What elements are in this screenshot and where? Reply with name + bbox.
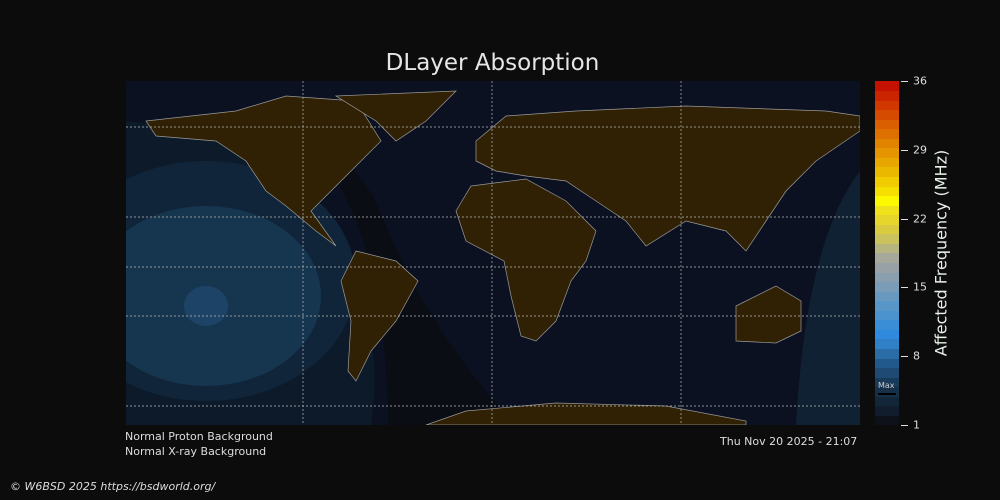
colorbar-segment (875, 396, 899, 407)
colorbar-tick (901, 218, 908, 220)
world-map (126, 81, 860, 425)
colorbar-segment (875, 310, 899, 321)
colorbar-segment (875, 109, 899, 120)
chart-title: DLayer Absorption (385, 50, 600, 76)
colorbar-segment (875, 100, 899, 111)
colorbar-segment (875, 281, 899, 292)
colorbar-label: Affected Frequency (MHz) (931, 149, 951, 357)
colorbar-segment (875, 157, 899, 168)
colorbar-segment (875, 319, 899, 330)
colorbar-segment (875, 186, 899, 197)
colorbar-segment (875, 339, 899, 350)
colorbar-segment (875, 205, 899, 216)
colorbar-tick (901, 81, 908, 82)
timestamp: Thu Nov 20 2025 - 21:07 (720, 435, 858, 448)
colorbar-tick-label: 29 (913, 143, 927, 157)
colorbar-tick (901, 425, 908, 426)
north-america (145, 95, 382, 247)
colorbar-segment (875, 367, 899, 378)
colorbar-segment (875, 167, 899, 178)
colorbar-segment (875, 176, 899, 187)
colorbar-segment (875, 377, 899, 388)
colorbar-segment (875, 119, 899, 130)
colorbar-tick-label: 1 (913, 418, 920, 432)
colorbar-tick (901, 356, 908, 358)
colorbar-segment (875, 262, 899, 273)
colorbar-segment (875, 147, 899, 158)
colorbar-segment (875, 405, 899, 416)
colorbar-tick-label: 22 (913, 212, 927, 226)
colorbar-segment (875, 300, 899, 311)
colorbar-segment (875, 272, 899, 283)
colorbar-tick-label: 36 (913, 74, 927, 88)
proton-status: Normal Proton Background (125, 430, 273, 443)
colorbar-segment (875, 138, 899, 149)
colorbar-segment (875, 348, 899, 359)
night-shadow-east (796, 171, 860, 425)
colorbar-segment (875, 358, 899, 369)
colorbar-tick (901, 287, 908, 289)
australia (735, 285, 802, 344)
xray-status: Normal X-ray Background (125, 445, 267, 458)
colorbar-segment (875, 81, 899, 92)
colorbar-segment (875, 233, 899, 244)
max-arrow-icon (878, 393, 896, 395)
colorbar-segment (875, 195, 899, 206)
colorbar-segment (875, 386, 899, 397)
graticule (126, 81, 860, 425)
greenland (334, 90, 457, 142)
colorbar-segment (875, 90, 899, 101)
colorbar-tick-label: 15 (913, 280, 927, 294)
colorbar-segment (875, 329, 899, 340)
max-marker-label: Max (878, 381, 895, 390)
colorbar-segment (875, 128, 899, 139)
colorbar-tick (901, 149, 908, 151)
colorbar-segment (875, 415, 899, 426)
colorbar-segment (875, 214, 899, 225)
africa (455, 178, 597, 342)
absorption-zone-core (184, 286, 228, 326)
colorbar-segment (875, 243, 899, 254)
colorbar-segment (875, 291, 899, 302)
colorbar-tick-label: 8 (913, 349, 920, 363)
colorbar (875, 81, 899, 426)
colorbar-segment (875, 224, 899, 235)
europe-asia (475, 105, 860, 252)
colorbar-segment (875, 253, 899, 264)
copyright: © W6BSD 2025 https://bsdworld.org/ (10, 480, 216, 493)
